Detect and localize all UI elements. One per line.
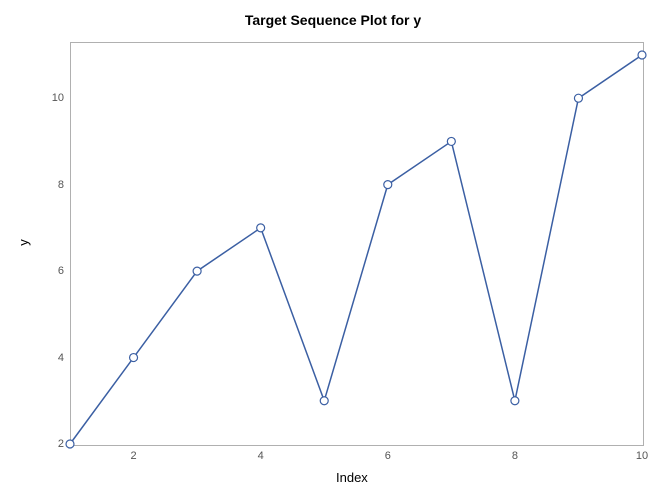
y-tick-label: 10 xyxy=(40,92,64,104)
chart-svg xyxy=(0,0,666,500)
data-marker xyxy=(638,51,646,59)
data-marker xyxy=(511,397,519,405)
x-tick-label: 4 xyxy=(258,450,264,462)
x-tick-label: 6 xyxy=(385,450,391,462)
x-tick-label: 10 xyxy=(636,450,648,462)
data-marker xyxy=(447,137,455,145)
data-marker xyxy=(193,267,201,275)
y-tick-label: 6 xyxy=(40,265,64,277)
data-marker xyxy=(66,440,74,448)
x-axis-label: Index xyxy=(336,470,368,485)
y-tick-label: 4 xyxy=(40,352,64,364)
x-tick-label: 2 xyxy=(130,450,136,462)
data-marker xyxy=(320,397,328,405)
x-tick-label: 8 xyxy=(512,450,518,462)
chart-container: Target Sequence Plot for y y Index 24681… xyxy=(0,0,666,500)
data-line xyxy=(70,55,642,444)
y-tick-label: 8 xyxy=(40,179,64,191)
data-marker xyxy=(130,354,138,362)
y-axis-label: y xyxy=(16,239,31,246)
data-marker xyxy=(574,94,582,102)
data-marker xyxy=(384,181,392,189)
data-marker xyxy=(257,224,265,232)
y-tick-label: 2 xyxy=(40,438,64,450)
